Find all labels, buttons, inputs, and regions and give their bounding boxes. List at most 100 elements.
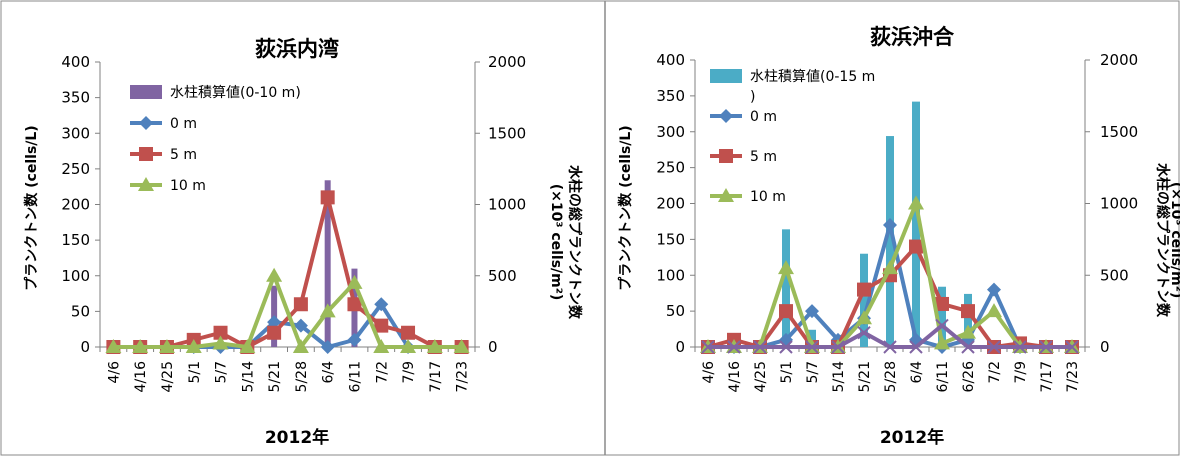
x-tick-label: 7/23	[1065, 361, 1081, 392]
data-point	[987, 282, 1001, 297]
data-point	[185, 339, 202, 353]
bar	[912, 101, 920, 348]
y-tick-label: 100	[656, 266, 685, 284]
chart-inner-bay: 荻浜内湾 プランクトン数 (cells/L) 水柱の総プランクトン数 (×10³…	[23, 37, 583, 448]
bar	[886, 136, 894, 347]
legend: 水柱積算値(0-15 m) 0 m 5 m 10 m	[710, 69, 875, 205]
y-tick-label: 50	[71, 302, 90, 320]
data-point	[960, 324, 976, 339]
data-point	[158, 339, 175, 353]
data-point	[373, 339, 390, 353]
y-tick-label: 150	[61, 231, 90, 249]
y-tick-label: 250	[656, 159, 685, 177]
x-tick-label: 7/2	[987, 361, 1003, 384]
legend-label: 10 m	[750, 189, 786, 205]
data-point	[857, 282, 871, 297]
plot-area: 0 50 100 150 200 250 300 350 400 0 500 1000 1500 2000…	[61, 53, 526, 392]
data-point	[909, 340, 923, 354]
y-axis-label: プランクトン数 (cells/L)	[617, 125, 634, 290]
y2-axis-label-line2: (×10³ cells/m²)	[1168, 182, 1180, 299]
y-tick-label: 400	[656, 51, 685, 69]
x-tick-label: 6/11	[935, 361, 951, 392]
data-point	[778, 260, 794, 275]
data-point	[266, 267, 283, 282]
x-tick-label: 5/21	[267, 361, 283, 392]
legend-marker	[138, 177, 154, 191]
x-tick-label: 7/23	[455, 361, 471, 392]
x-tick-label: 5/7	[214, 361, 230, 384]
data-point	[319, 303, 336, 318]
data-point	[935, 318, 949, 333]
x-tick-label: 5/1	[779, 361, 795, 384]
data-point	[701, 340, 715, 354]
data-point	[987, 340, 1001, 354]
y-tick-label: 300	[656, 123, 685, 141]
y-tick-label: 0	[675, 338, 685, 356]
data-point	[883, 218, 897, 233]
y-tick-label: 400	[61, 53, 90, 71]
legend-marker	[719, 109, 733, 123]
x-tick-label: 7/9	[1013, 361, 1029, 384]
data-point	[961, 340, 975, 354]
x-tick-label: 5/1	[187, 361, 203, 384]
y-tick-label: 100	[61, 267, 90, 285]
y2-tick-label: 0	[488, 338, 498, 356]
x-tick-label: 7/9	[401, 361, 417, 384]
y2-tick-label: 2000	[1100, 51, 1138, 69]
legend-swatch-bar	[710, 69, 742, 83]
data-point	[753, 340, 767, 354]
data-point	[1013, 340, 1027, 354]
data-point	[105, 339, 122, 353]
y2-axis-label-line1: 水柱の総プランクトン数	[1154, 163, 1171, 318]
data-point	[909, 239, 923, 254]
data-point	[426, 339, 443, 353]
data-point	[212, 335, 229, 350]
data-point	[347, 332, 362, 347]
x-tick-label: 7/2	[374, 361, 390, 384]
legend-marker	[139, 147, 153, 161]
data-point	[883, 340, 897, 354]
data-point	[400, 339, 417, 353]
data-point	[292, 339, 309, 353]
y2-tick-label: 1000	[488, 196, 526, 214]
data-point	[320, 190, 335, 205]
x-tick-label: 5/7	[805, 361, 821, 384]
data-point	[213, 325, 228, 340]
x-tick-label: 5/14	[240, 361, 256, 393]
legend-label: 5 m	[170, 147, 197, 163]
x-tick-label: 5/21	[857, 361, 873, 392]
data-point	[961, 304, 975, 319]
legend-label: 10 m	[170, 178, 206, 194]
data-point	[453, 339, 470, 353]
y-tick-label: 150	[656, 230, 685, 248]
y2-tick-label: 0	[1100, 338, 1110, 356]
x-tick-label: 4/6	[106, 361, 122, 384]
data-point	[320, 340, 335, 354]
x-tick-label: 4/16	[727, 361, 743, 393]
x-tick-label: 4/25	[160, 361, 176, 392]
y2-tick-label: 500	[1100, 266, 1129, 284]
data-point	[727, 340, 741, 354]
legend: 水柱積算値(0-10 m) 0 m 5 m 10 m	[130, 85, 301, 194]
data-point	[293, 318, 308, 333]
x-tick-label: 6/26	[961, 361, 977, 393]
x-tick-label: 4/6	[701, 361, 717, 384]
legend-marker	[719, 149, 733, 163]
y2-tick-label: 1000	[1100, 195, 1138, 213]
x-tick-label: 5/28	[883, 361, 899, 392]
data-point	[1065, 340, 1079, 354]
chart-title: 荻浜内湾	[255, 37, 339, 61]
x-axis-label: 2012年	[265, 427, 329, 448]
data-point	[374, 297, 389, 312]
data-point	[293, 297, 308, 312]
x-axis-label: 2012年	[880, 427, 944, 448]
chart-offshore: 荻浜沖合 プランクトン数 (cells/L) 水柱の総プランクトン数 (×10³…	[617, 25, 1180, 448]
x-tick-label: 4/16	[133, 361, 149, 393]
data-point	[934, 335, 950, 350]
data-point	[346, 274, 363, 289]
legend-label: 水柱積算値(0-15 m)	[750, 69, 875, 105]
y2-tick-label: 1500	[488, 124, 526, 142]
